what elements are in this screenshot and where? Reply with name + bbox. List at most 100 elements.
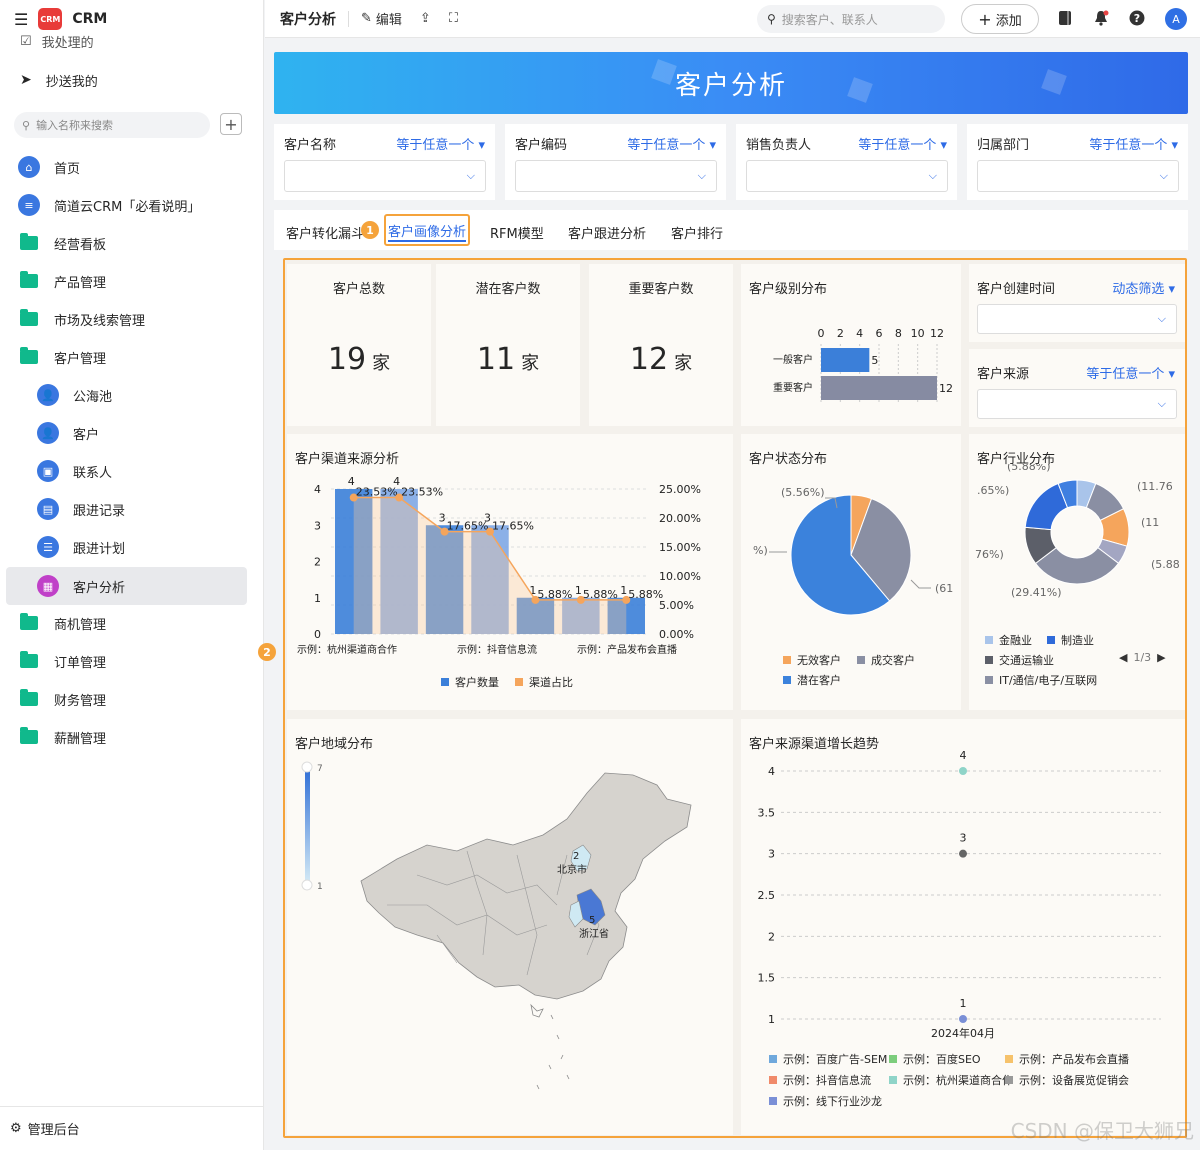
tab-funnel[interactable]: 客户转化漏斗: [286, 227, 365, 242]
legend-swatch: [783, 676, 791, 684]
plus-icon: +: [978, 9, 992, 29]
legend-pager[interactable]: ◀ 1/3 ▶: [1119, 651, 1166, 664]
y-axis-tick: 2.5: [758, 889, 776, 902]
legend-item: 金融业: [985, 632, 1032, 648]
sidebar-item-dashboard[interactable]: 经营看板: [0, 225, 264, 261]
sidebar-add-button[interactable]: +: [220, 113, 242, 135]
sidebar-item-orders[interactable]: 订单管理: [0, 643, 264, 679]
legend-item[interactable]: 示例：设备展览促销会: [1005, 1072, 1129, 1088]
filter-operator[interactable]: 等于任意一个 ▾: [396, 138, 485, 153]
filter-select[interactable]: ⌵: [515, 160, 717, 192]
pie-slice[interactable]: [790, 494, 891, 616]
trend-point[interactable]: [959, 1015, 967, 1023]
sidebar-item-my-processed[interactable]: ☑ 我处理的: [20, 33, 94, 51]
scale-handle[interactable]: [301, 879, 313, 891]
sidebar-search-input[interactable]: ⚲ 输入名称来搜索: [14, 112, 210, 138]
legend-item[interactable]: 示例：抖音信息流: [769, 1072, 871, 1088]
legend-item[interactable]: 示例：百度SEO: [889, 1051, 981, 1067]
ratio-point[interactable]: [395, 493, 404, 502]
edit-button[interactable]: ✎ 编辑: [361, 11, 402, 28]
sidebar-item-finance[interactable]: 财务管理: [0, 681, 264, 717]
legend-label: 示例：抖音信息流: [783, 1074, 871, 1087]
ratio-point[interactable]: [622, 595, 631, 604]
sidebar-item-pool[interactable]: 👤 公海池: [0, 377, 264, 413]
filter-operator[interactable]: 等于任意一个 ▾: [1086, 367, 1175, 382]
legend-item[interactable]: 示例：百度广告-SEM: [769, 1051, 887, 1067]
trend-point[interactable]: [959, 767, 967, 775]
channel-bar[interactable]: [425, 525, 464, 634]
sidebar-item-home[interactable]: ⌂ 首页: [0, 149, 264, 185]
ratio-point[interactable]: [440, 527, 449, 536]
trend-point[interactable]: [959, 849, 967, 858]
avatar[interactable]: A: [1165, 8, 1187, 30]
channel-bar[interactable]: [335, 489, 373, 634]
book-icon[interactable]: [1057, 10, 1073, 26]
legend-item[interactable]: 示例：产品发布会直播: [1005, 1051, 1129, 1067]
province-neighbor[interactable]: [568, 900, 584, 928]
share-button[interactable]: ⇪: [420, 11, 431, 26]
filter-operator[interactable]: 动态筛选 ▾: [1112, 282, 1175, 297]
ratio-point[interactable]: [576, 595, 585, 604]
legend-item[interactable]: 示例：杭州渠道商合作: [889, 1072, 1013, 1088]
admin-link[interactable]: ⚙ 管理后台: [0, 1106, 264, 1150]
filter-select[interactable]: ⌵: [284, 160, 486, 192]
filter-operator[interactable]: 等于任意一个 ▾: [627, 138, 716, 153]
tab-followup[interactable]: 客户跟进分析: [568, 227, 647, 242]
sidebar-item-products[interactable]: 产品管理: [0, 263, 264, 299]
sidebar-item-marketing[interactable]: 市场及线索管理: [0, 301, 264, 337]
channel-bar[interactable]: [471, 525, 509, 634]
level-bar[interactable]: [821, 348, 870, 372]
sidebar-item-followup[interactable]: ▤ 跟进记录: [0, 491, 264, 527]
tab-ranking[interactable]: 客户排行: [671, 227, 724, 242]
sidebar-item-guide[interactable]: ≡ 简道云CRM「必看说明」: [0, 187, 264, 223]
sidebar-item-plan[interactable]: ☰ 跟进计划: [0, 529, 264, 565]
filter-select[interactable]: ⌵: [746, 160, 948, 192]
ratio-point[interactable]: [486, 527, 494, 536]
sidebar-item-customer[interactable]: 👤 客户: [0, 415, 264, 451]
menu-icon[interactable]: ☰: [14, 9, 29, 29]
sidebar-item-analysis[interactable]: ▦ 客户分析: [6, 567, 247, 605]
ratio-point[interactable]: [531, 595, 540, 604]
chart-title: 客户来源渠道增长趋势: [749, 737, 880, 752]
add-button[interactable]: + 添加: [961, 4, 1039, 34]
donut-segment[interactable]: [1057, 479, 1078, 509]
province-beijing[interactable]: [570, 844, 592, 872]
filter-select[interactable]: ⌵: [977, 389, 1177, 419]
y2-axis-tick: 15.00%: [659, 541, 701, 554]
pie-slice[interactable]: [850, 497, 912, 602]
folder-icon: [20, 727, 38, 744]
filter-select[interactable]: ⌵: [977, 160, 1179, 192]
ratio-point[interactable]: [349, 493, 358, 502]
sidebar-item-contacts[interactable]: ▣ 联系人: [0, 453, 264, 489]
filter-select[interactable]: ⌵: [977, 304, 1177, 334]
app-name: CRM: [72, 11, 108, 27]
fullscreen-button[interactable]: ⛶: [449, 11, 458, 26]
tab-rfm[interactable]: RFM模型: [490, 227, 544, 242]
sidebar-item-cc[interactable]: ➤ 抄送我的: [20, 72, 98, 90]
legend-swatch: [985, 636, 993, 644]
scale-handle[interactable]: [301, 761, 313, 773]
ratio-label: 17.65%: [492, 520, 534, 533]
sidebar-item-customers[interactable]: 客户管理: [0, 339, 264, 375]
channel-bar[interactable]: [380, 489, 418, 634]
help-icon[interactable]: ?: [1129, 10, 1145, 26]
filter-operator[interactable]: 等于任意一个 ▾: [1089, 138, 1178, 153]
y-axis-tick: 3.5: [758, 806, 776, 819]
level-bar[interactable]: [821, 376, 937, 400]
chart-title: 客户地域分布: [295, 737, 374, 752]
chevron-down-icon: ⌵: [466, 169, 475, 182]
filter-operator[interactable]: 等于任意一个 ▾: [858, 138, 947, 153]
axis-tick-label: 2: [837, 327, 844, 340]
global-search-input[interactable]: ⚲ 搜索客户、联系人: [757, 5, 945, 33]
legend-item[interactable]: 示例：线下行业沙龙: [769, 1093, 882, 1109]
prev-page-icon[interactable]: ◀: [1119, 651, 1128, 664]
sidebar-item-opportunities[interactable]: 商机管理: [0, 605, 264, 641]
next-page-icon[interactable]: ▶: [1157, 651, 1166, 664]
bell-icon[interactable]: [1093, 10, 1109, 26]
tab-portrait[interactable]: 客户画像分析: [384, 214, 471, 246]
legend-swatch: [889, 1076, 897, 1084]
point-label: 1: [960, 997, 967, 1010]
sidebar-item-payroll[interactable]: 薪酬管理: [0, 719, 264, 755]
donut-label: 76%): [975, 548, 1004, 561]
visual-map-scale: [305, 767, 310, 885]
